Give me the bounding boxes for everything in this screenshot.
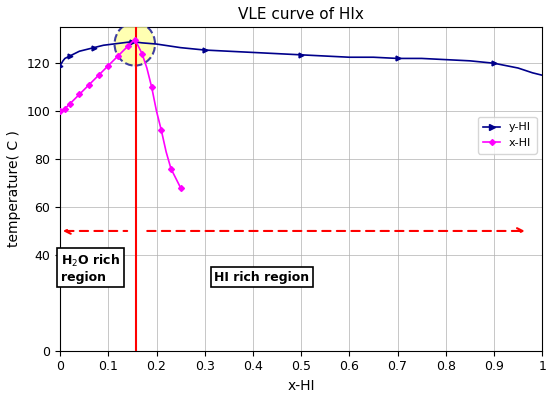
x-HI bbox=[132, 38, 138, 43]
y-HI bbox=[442, 57, 449, 62]
y-HI bbox=[539, 73, 545, 78]
y-HI bbox=[249, 50, 256, 55]
y-HI bbox=[61, 56, 68, 61]
x-HI bbox=[64, 104, 71, 109]
y-HI bbox=[81, 48, 87, 52]
x-HI bbox=[100, 68, 107, 73]
x-HI bbox=[119, 49, 126, 54]
Line: y-HI: y-HI bbox=[58, 39, 545, 78]
y-HI bbox=[201, 48, 208, 52]
x-HI bbox=[139, 51, 145, 56]
x-HI bbox=[134, 42, 140, 46]
x-HI bbox=[178, 186, 184, 190]
x-HI bbox=[66, 102, 73, 106]
x-HI bbox=[91, 78, 97, 82]
x-HI bbox=[110, 58, 117, 63]
y-HI bbox=[467, 58, 473, 63]
Line: x-HI: x-HI bbox=[58, 38, 182, 190]
y-HI bbox=[153, 42, 160, 46]
y-HI bbox=[178, 45, 184, 50]
x-HI bbox=[168, 166, 174, 171]
y-HI bbox=[394, 56, 401, 61]
y-HI bbox=[529, 70, 536, 75]
y-HI bbox=[491, 61, 497, 66]
x-HI bbox=[144, 66, 150, 70]
y-HI bbox=[370, 55, 377, 60]
x-HI bbox=[173, 176, 179, 181]
y-HI bbox=[71, 51, 78, 56]
y-HI bbox=[139, 40, 145, 45]
Legend: y-HI, x-HI: y-HI, x-HI bbox=[478, 117, 536, 154]
y-HI bbox=[129, 39, 135, 44]
Ellipse shape bbox=[114, 22, 155, 66]
y-HI bbox=[100, 43, 107, 48]
x-HI bbox=[105, 63, 112, 68]
x-HI bbox=[86, 82, 92, 87]
y-HI bbox=[418, 56, 425, 61]
y-HI bbox=[298, 52, 304, 57]
Y-axis label: temperature( C ): temperature( C ) bbox=[7, 130, 21, 248]
x-HI bbox=[124, 44, 131, 49]
y-HI bbox=[322, 54, 328, 58]
x-HI bbox=[81, 87, 87, 92]
x-HI bbox=[95, 73, 102, 78]
x-HI bbox=[61, 106, 68, 111]
x-HI bbox=[114, 54, 121, 58]
y-HI bbox=[66, 54, 73, 58]
y-HI bbox=[226, 49, 232, 54]
y-HI bbox=[346, 55, 353, 60]
y-HI bbox=[58, 61, 65, 66]
y-HI bbox=[110, 42, 117, 46]
x-HI bbox=[153, 109, 160, 114]
x-HI bbox=[71, 97, 78, 102]
x-HI bbox=[158, 128, 165, 133]
x-HI bbox=[59, 108, 66, 112]
Title: VLE curve of HIx: VLE curve of HIx bbox=[238, 7, 364, 22]
y-HI bbox=[76, 49, 83, 54]
y-HI bbox=[515, 66, 521, 70]
y-HI bbox=[60, 58, 66, 63]
x-HI bbox=[163, 150, 169, 154]
x-HI bbox=[129, 39, 135, 44]
Text: H$_2$O rich
region: H$_2$O rich region bbox=[61, 252, 120, 284]
x-HI bbox=[57, 109, 64, 114]
Text: HI rich region: HI rich region bbox=[215, 271, 310, 284]
y-HI bbox=[274, 51, 280, 56]
y-HI bbox=[119, 40, 126, 45]
x-HI bbox=[76, 92, 83, 97]
x-HI bbox=[148, 85, 155, 90]
y-HI bbox=[91, 45, 97, 50]
X-axis label: x-HI: x-HI bbox=[288, 379, 315, 393]
y-HI bbox=[57, 63, 64, 68]
